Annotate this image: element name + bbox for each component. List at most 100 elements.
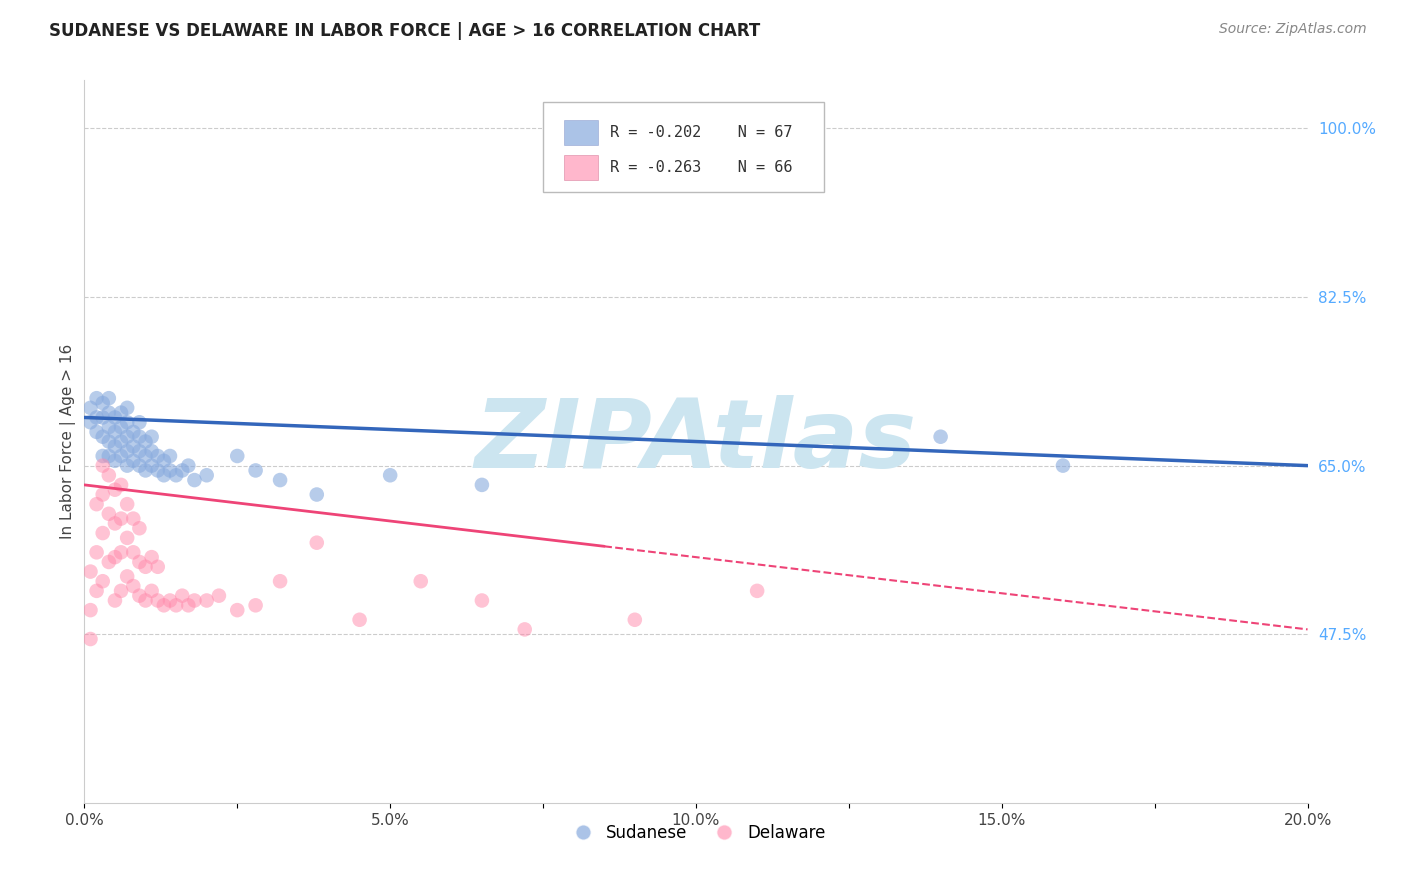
Point: [269, 473, 291, 487]
Point: [305, 487, 328, 501]
Point: [110, 420, 132, 434]
Point: [153, 454, 176, 468]
Point: [122, 454, 145, 468]
Point: [115, 415, 138, 429]
Point: [165, 468, 187, 483]
Point: [104, 483, 127, 497]
Point: [245, 463, 267, 477]
Point: [146, 593, 169, 607]
Point: [128, 589, 150, 603]
Text: R = -0.263    N = 66: R = -0.263 N = 66: [610, 161, 793, 176]
Point: [122, 439, 145, 453]
Text: ZIPAtlas: ZIPAtlas: [475, 395, 917, 488]
Point: [128, 415, 150, 429]
Point: [141, 550, 163, 565]
Point: [146, 559, 169, 574]
Point: [349, 613, 371, 627]
Point: [115, 401, 138, 415]
Point: [177, 458, 200, 473]
Point: [226, 603, 249, 617]
Point: [104, 516, 127, 531]
Point: [141, 444, 163, 458]
Point: [135, 559, 157, 574]
Point: [104, 454, 127, 468]
Point: [110, 545, 132, 559]
Point: [97, 468, 120, 483]
Point: [91, 574, 114, 589]
Point: [141, 430, 163, 444]
Point: [110, 449, 132, 463]
Point: [135, 463, 157, 477]
Point: [86, 545, 108, 559]
Point: [97, 420, 120, 434]
Point: [97, 555, 120, 569]
Point: [128, 521, 150, 535]
Point: [104, 410, 127, 425]
Point: [86, 497, 108, 511]
Point: [269, 574, 291, 589]
Point: [146, 449, 169, 463]
Point: [91, 396, 114, 410]
Point: [153, 599, 176, 613]
Point: [104, 550, 127, 565]
Point: [115, 569, 138, 583]
Point: [747, 583, 769, 598]
Point: [97, 507, 120, 521]
Point: [97, 449, 120, 463]
Point: [91, 458, 114, 473]
Point: [159, 463, 181, 477]
Point: [79, 632, 101, 646]
Point: [97, 434, 120, 449]
Point: [86, 410, 108, 425]
Point: [104, 593, 127, 607]
Point: [86, 425, 108, 439]
Point: [172, 463, 194, 477]
Point: [159, 593, 181, 607]
Point: [471, 593, 494, 607]
Text: Source: ZipAtlas.com: Source: ZipAtlas.com: [1219, 22, 1367, 37]
Point: [226, 449, 249, 463]
Point: [115, 430, 138, 444]
Y-axis label: In Labor Force | Age > 16: In Labor Force | Age > 16: [60, 344, 76, 539]
Point: [86, 391, 108, 405]
Text: R = -0.202    N = 67: R = -0.202 N = 67: [610, 125, 793, 140]
Point: [183, 473, 205, 487]
Point: [104, 439, 127, 453]
Point: [128, 555, 150, 569]
Point: [97, 391, 120, 405]
Point: [86, 583, 108, 598]
Point: [177, 599, 200, 613]
Point: [159, 449, 181, 463]
Point: [115, 444, 138, 458]
Point: [110, 478, 132, 492]
Point: [183, 593, 205, 607]
Point: [110, 406, 132, 420]
Point: [97, 406, 120, 420]
Point: [135, 434, 157, 449]
Point: [128, 444, 150, 458]
Text: SUDANESE VS DELAWARE IN LABOR FORCE | AGE > 16 CORRELATION CHART: SUDANESE VS DELAWARE IN LABOR FORCE | AG…: [49, 22, 761, 40]
Point: [135, 593, 157, 607]
Point: [91, 526, 114, 541]
Point: [146, 463, 169, 477]
Point: [79, 415, 101, 429]
FancyBboxPatch shape: [564, 120, 598, 145]
Point: [172, 589, 194, 603]
Point: [122, 511, 145, 525]
FancyBboxPatch shape: [564, 155, 598, 180]
Point: [104, 425, 127, 439]
Point: [380, 468, 402, 483]
Point: [91, 410, 114, 425]
Point: [141, 458, 163, 473]
Point: [110, 511, 132, 525]
Point: [195, 468, 218, 483]
Point: [624, 613, 647, 627]
Point: [110, 583, 132, 598]
Point: [929, 430, 952, 444]
Point: [115, 458, 138, 473]
Point: [122, 545, 145, 559]
Point: [128, 458, 150, 473]
Point: [91, 487, 114, 501]
Point: [245, 599, 267, 613]
Point: [153, 468, 176, 483]
